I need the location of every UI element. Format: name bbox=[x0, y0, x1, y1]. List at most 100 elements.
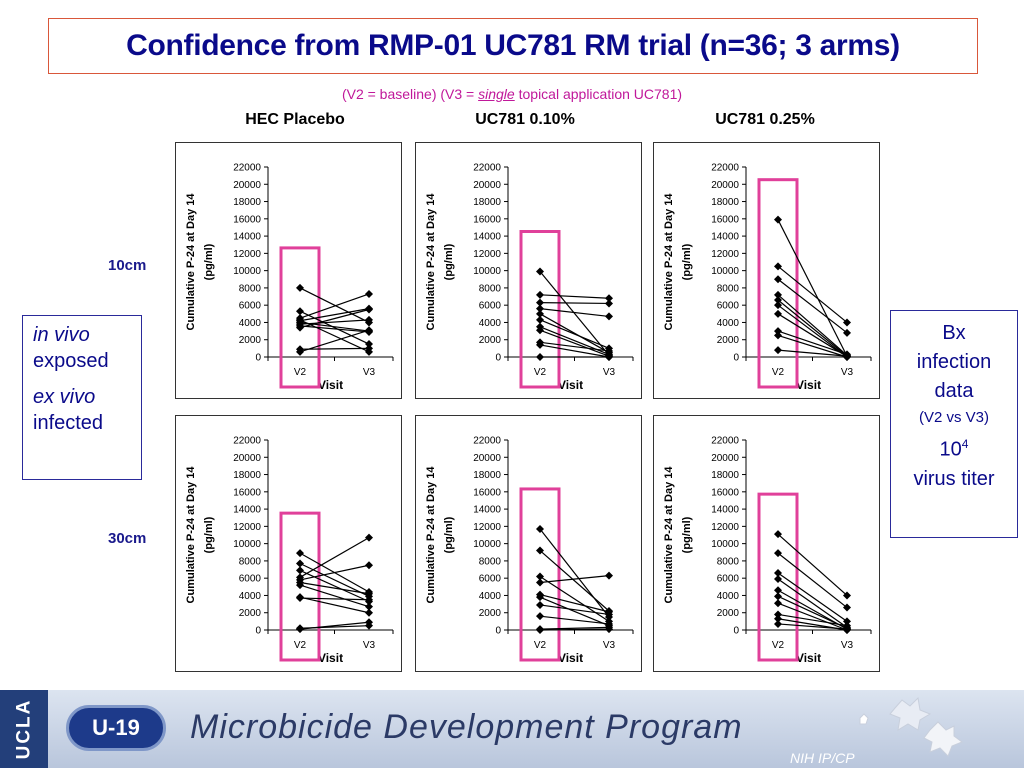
u19-badge-text: U-19 bbox=[92, 715, 140, 740]
y-tick-label: 16000 bbox=[711, 214, 739, 225]
data-point bbox=[536, 546, 544, 555]
y-tick-label: 2000 bbox=[479, 335, 502, 346]
nih-label: NIH IP/CP bbox=[790, 750, 855, 766]
v2-highlight-box bbox=[519, 487, 561, 662]
data-point bbox=[774, 530, 782, 539]
series-line bbox=[777, 299, 848, 357]
chart-svg-uc010-10cm: 0 2000 4000 6000 8000 10000 12000 14000 16000 180… bbox=[425, 163, 634, 392]
series-line bbox=[777, 304, 848, 358]
data-point bbox=[774, 215, 782, 224]
data-point bbox=[536, 524, 544, 533]
series-line bbox=[777, 334, 848, 358]
subtitle: (V2 = baseline) (V3 = single topical app… bbox=[0, 86, 1024, 102]
data-point bbox=[536, 290, 544, 299]
series-line bbox=[299, 308, 370, 322]
y-axis-label-line2: (pg/ml) bbox=[203, 516, 215, 553]
chart-panel-uc010-10cm: 0 2000 4000 6000 8000 10000 12000 14000 16000 180… bbox=[415, 142, 642, 399]
series-line bbox=[299, 562, 370, 597]
data-point bbox=[774, 296, 782, 304]
data-point bbox=[365, 533, 373, 542]
footer-banner: UCLA U-19 Microbicide Development Progra… bbox=[0, 690, 1024, 768]
data-point bbox=[843, 591, 851, 600]
y-tick-label: 6000 bbox=[717, 301, 740, 312]
y-tick-label: 20000 bbox=[711, 180, 739, 191]
data-point bbox=[774, 549, 782, 558]
y-tick-label: 22000 bbox=[711, 163, 739, 174]
y-tick-label: 20000 bbox=[473, 180, 501, 191]
series-line bbox=[299, 569, 370, 603]
series-line bbox=[777, 572, 848, 622]
data-point bbox=[774, 614, 782, 623]
right-note-line6: virus titer bbox=[913, 467, 995, 490]
data-point bbox=[774, 619, 782, 628]
data-point bbox=[296, 559, 304, 568]
slide-title: Confidence from RMP-01 UC781 RM trial (n… bbox=[126, 29, 900, 62]
y-tick-label: 18000 bbox=[711, 197, 739, 208]
decorative-stars-icon bbox=[859, 696, 964, 757]
y-tick-label: 10000 bbox=[233, 266, 261, 277]
y-tick-label: 4000 bbox=[717, 318, 740, 329]
series-line bbox=[777, 330, 848, 355]
y-tick-label: 8000 bbox=[479, 556, 502, 567]
data-point bbox=[774, 569, 782, 577]
chart-svg-placebo-10cm: 0 2000 4000 6000 8000 10000 12000 14000 16000 180… bbox=[185, 163, 394, 392]
y-tick-label: 22000 bbox=[711, 436, 739, 447]
series-line bbox=[777, 313, 848, 358]
data-point bbox=[365, 618, 373, 627]
series-line bbox=[777, 578, 848, 628]
y-tick-label: 18000 bbox=[473, 470, 501, 481]
x-tick-label: V2 bbox=[294, 640, 307, 651]
data-point bbox=[536, 626, 544, 634]
y-tick-label: 22000 bbox=[473, 163, 501, 174]
y-tick-label: 2000 bbox=[717, 608, 740, 619]
data-point bbox=[774, 327, 782, 336]
y-tick-label: 16000 bbox=[711, 487, 739, 498]
chart-panel-uc025-30cm: 0 2000 4000 6000 8000 10000 12000 14000 16000 180… bbox=[653, 415, 880, 672]
y-tick-label: 22000 bbox=[473, 436, 501, 447]
series-line bbox=[539, 329, 610, 357]
y-tick-label: 10000 bbox=[711, 266, 739, 277]
y-tick-label: 18000 bbox=[233, 197, 261, 208]
y-axis-label-line1: Cumulative P-24 at Day 14 bbox=[185, 466, 197, 604]
y-axis-label-line1: Cumulative P-24 at Day 14 bbox=[425, 466, 437, 604]
series-line bbox=[777, 294, 848, 356]
series-line bbox=[299, 325, 370, 333]
series-line bbox=[299, 329, 370, 353]
y-tick-label: 12000 bbox=[233, 522, 261, 533]
data-point bbox=[774, 610, 782, 619]
y-tick-label: 20000 bbox=[233, 180, 261, 191]
data-point bbox=[843, 625, 851, 634]
series-line bbox=[539, 528, 610, 618]
data-point bbox=[774, 592, 782, 601]
y-tick-label: 6000 bbox=[239, 301, 262, 312]
y-axis-label-line2: (pg/ml) bbox=[681, 243, 693, 280]
y-tick-label: 2000 bbox=[479, 608, 502, 619]
x-tick-label: V3 bbox=[603, 367, 616, 378]
y-tick-label: 4000 bbox=[239, 591, 262, 602]
y-axis-label-line1: Cumulative P-24 at Day 14 bbox=[663, 466, 675, 604]
series-line bbox=[539, 313, 610, 354]
y-tick-label: 0 bbox=[733, 353, 739, 364]
right-note-base: 10 bbox=[939, 438, 962, 461]
series-line bbox=[539, 308, 610, 318]
data-point bbox=[365, 340, 373, 349]
y-tick-label: 8000 bbox=[717, 283, 740, 294]
y-tick-label: 0 bbox=[495, 626, 501, 637]
data-point bbox=[536, 340, 544, 349]
ucla-logo: UCLA bbox=[0, 690, 48, 768]
series-line bbox=[539, 271, 610, 356]
data-point bbox=[605, 571, 613, 580]
x-tick-label: V3 bbox=[363, 367, 376, 378]
data-point bbox=[536, 326, 544, 335]
y-tick-label: 14000 bbox=[233, 505, 261, 516]
data-point bbox=[536, 267, 544, 276]
data-point bbox=[365, 608, 373, 617]
y-tick-label: 16000 bbox=[233, 487, 261, 498]
data-point bbox=[774, 301, 782, 310]
y-tick-label: 4000 bbox=[717, 591, 740, 602]
series-line bbox=[299, 319, 370, 353]
y-tick-label: 12000 bbox=[711, 249, 739, 260]
data-point bbox=[296, 307, 304, 316]
data-point bbox=[536, 593, 544, 602]
series-line bbox=[777, 613, 848, 627]
